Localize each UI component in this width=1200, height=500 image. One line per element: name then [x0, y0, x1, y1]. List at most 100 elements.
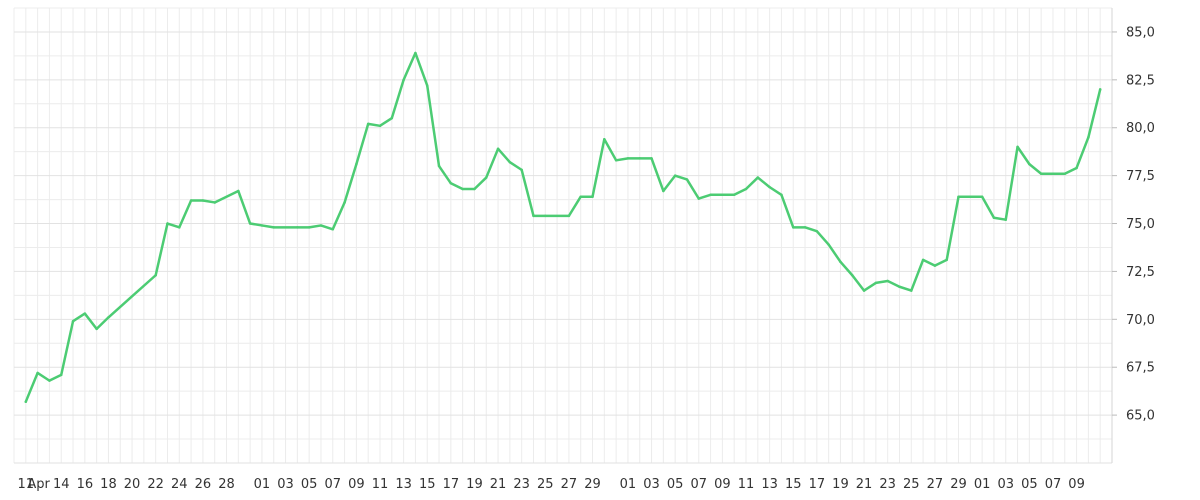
data-point [532, 214, 535, 218]
data-point [673, 174, 677, 177]
data-point [83, 312, 87, 315]
series-line [24, 51, 1102, 403]
x-tick-label: 11 [18, 477, 35, 492]
data-point [449, 182, 453, 185]
data-point [402, 78, 405, 82]
data-point [886, 279, 889, 283]
y-tick-label: 82,5 [1126, 73, 1155, 88]
x-tick-label: 19 [832, 477, 849, 492]
data-point [815, 229, 819, 233]
data-point [24, 400, 28, 403]
data-point [626, 157, 630, 160]
data-point [355, 162, 358, 166]
data-point [508, 160, 512, 164]
x-tick-label: 27 [927, 477, 944, 492]
x-tick-label: 28 [218, 477, 235, 492]
data-point [1098, 88, 1102, 91]
x-tick-label: 07 [325, 477, 342, 492]
x-tick-label: 25 [903, 477, 920, 492]
series-layer [24, 51, 1102, 403]
data-point [461, 187, 464, 191]
data-point [48, 379, 51, 382]
x-tick-label: 07 [691, 477, 708, 492]
data-point [591, 195, 594, 198]
data-point [732, 193, 736, 197]
data-point [992, 216, 996, 220]
grid [13, 7, 1113, 464]
data-point [166, 222, 169, 225]
data-point [851, 274, 854, 277]
x-tick-label: 13 [395, 477, 412, 492]
x-tick-label: 29 [584, 477, 601, 492]
data-point [260, 224, 264, 227]
x-tick-label: 03 [997, 477, 1014, 492]
data-point [378, 124, 382, 128]
x-tick-label: Apr [27, 477, 50, 492]
x-tick-label: 25 [537, 477, 554, 492]
data-point [154, 274, 157, 277]
data-point [59, 373, 63, 377]
axes [1111, 8, 1117, 463]
x-tick-label: 21 [490, 477, 507, 492]
y-tick-label: 67,5 [1126, 361, 1155, 376]
data-point [331, 228, 335, 231]
x-tick-label: 26 [195, 477, 212, 492]
x-tick-label: 05 [301, 477, 318, 492]
data-point [496, 147, 500, 151]
data-point [933, 264, 937, 267]
x-tick-label: 11 [372, 477, 389, 492]
x-tick-label: 24 [171, 477, 188, 492]
data-point [567, 214, 571, 218]
data-point [685, 178, 689, 181]
x-tick-label: 07 [1045, 477, 1062, 492]
data-point [969, 195, 972, 198]
y-tick-label: 75,0 [1126, 217, 1155, 232]
x-tick-label: 23 [513, 477, 530, 492]
data-point [366, 122, 370, 126]
x-tick-label: 01 [620, 477, 637, 492]
x-tick-label: 01 [254, 477, 271, 492]
x-tick-label: 16 [77, 477, 94, 492]
data-point [272, 226, 275, 229]
data-point [520, 168, 523, 172]
data-point [319, 224, 323, 227]
x-tick-label: 09 [348, 477, 365, 492]
data-point [425, 84, 429, 87]
data-point [650, 157, 653, 160]
data-point [213, 201, 216, 204]
data-point [189, 199, 193, 202]
data-point [638, 157, 641, 160]
data-point [1004, 218, 1007, 221]
data-point [1028, 162, 1031, 166]
data-point [756, 176, 760, 179]
data-point [71, 319, 75, 323]
x-tick-label: 18 [100, 477, 117, 492]
x-tick-label: 05 [667, 477, 684, 492]
data-point [744, 187, 748, 191]
data-point [95, 327, 98, 331]
data-point [414, 51, 417, 55]
data-point [544, 214, 547, 218]
y-tick-label: 72,5 [1126, 265, 1155, 280]
x-tick-label: 19 [466, 477, 483, 492]
data-point [697, 197, 701, 200]
x-tick-label: 15 [419, 477, 436, 492]
data-point [296, 226, 299, 229]
y-tick-label: 80,0 [1126, 121, 1155, 136]
data-point [839, 260, 842, 264]
data-point [874, 281, 878, 285]
x-tick-label: 27 [561, 477, 578, 492]
x-tick-label: 03 [643, 477, 660, 492]
x-tick-label: 03 [277, 477, 294, 492]
x-tick-label: 22 [147, 477, 164, 492]
data-point [921, 258, 925, 262]
x-tick-label: 23 [879, 477, 896, 492]
data-point [910, 289, 913, 292]
data-point [980, 195, 984, 198]
data-point [803, 226, 807, 229]
data-point [614, 159, 618, 162]
data-point [945, 258, 948, 262]
x-tick-label: 13 [761, 477, 778, 492]
